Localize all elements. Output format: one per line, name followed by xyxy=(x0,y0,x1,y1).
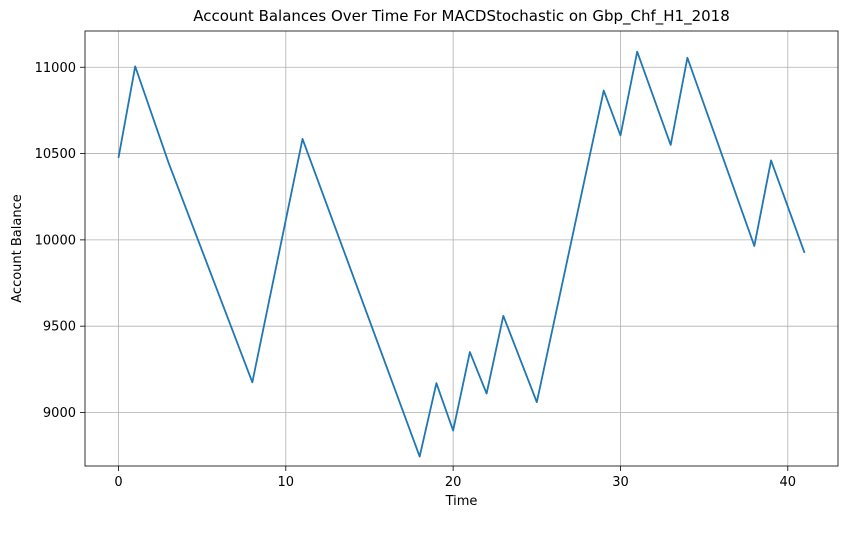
y-tick-label: 10000 xyxy=(35,233,76,248)
y-tick-label: 11000 xyxy=(35,61,76,76)
x-tick-label: 20 xyxy=(445,475,462,490)
x-axis: 0 10 20 30 40 xyxy=(114,466,796,490)
x-tick-label: 40 xyxy=(780,475,797,490)
grid xyxy=(85,31,838,466)
y-tick-label: 9000 xyxy=(43,406,76,421)
x-tick-label: 0 xyxy=(114,475,122,490)
y-tick-label: 9500 xyxy=(43,320,76,335)
chart-title: Account Balances Over Time For MACDStoch… xyxy=(193,7,730,26)
plot-area xyxy=(117,50,806,458)
series-line xyxy=(117,50,806,458)
y-tick-label: 10500 xyxy=(35,147,76,162)
x-axis-label: Time xyxy=(445,494,478,509)
y-axis-label: Account Balance xyxy=(10,194,25,302)
x-tick-label: 10 xyxy=(278,475,295,490)
y-axis: 9000 9500 10000 10500 11000 xyxy=(35,61,85,421)
axes-frame xyxy=(84,30,839,467)
x-tick-label: 30 xyxy=(612,475,629,490)
